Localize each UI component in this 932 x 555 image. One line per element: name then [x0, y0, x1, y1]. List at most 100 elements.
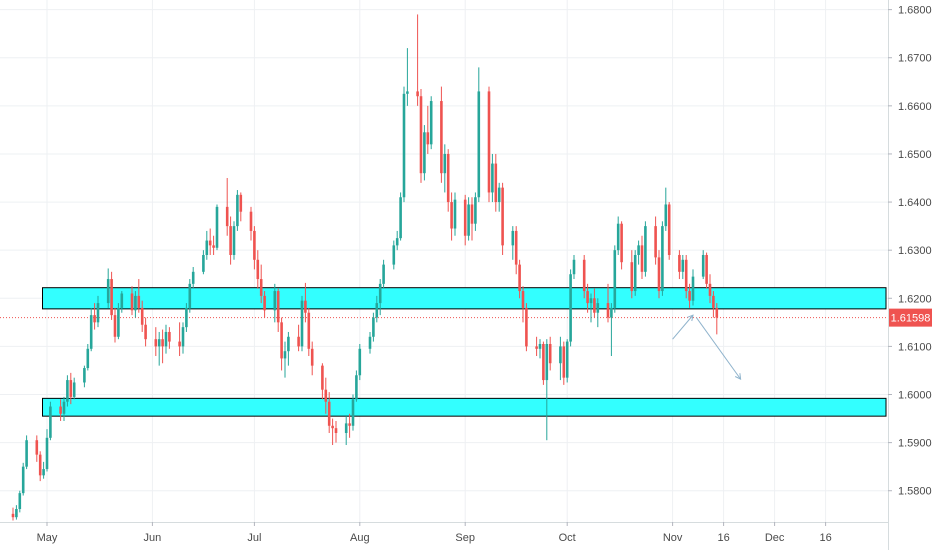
candle-body: [236, 194, 239, 227]
candle-body: [331, 425, 334, 429]
candle-body: [640, 245, 644, 272]
candle-body: [215, 206, 219, 248]
candle-down: [327, 392, 331, 433]
candle-up: [681, 254, 685, 280]
candle-body: [137, 295, 141, 308]
candle-body: [494, 163, 498, 203]
candle-up: [96, 295, 100, 328]
candle-body: [327, 401, 331, 426]
candle-down: [678, 250, 681, 280]
candle-down: [280, 317, 283, 371]
candle-body: [681, 259, 685, 272]
candle-down: [331, 418, 334, 446]
candle-body: [168, 331, 171, 342]
candle-body: [45, 437, 49, 470]
candle-body: [307, 312, 311, 349]
candle-body: [545, 343, 549, 381]
price-tick-label: 1.61000: [898, 341, 932, 353]
candle-down: [93, 303, 96, 330]
candle-body: [426, 132, 430, 145]
price-axis[interactable]: 1.68000 1.67000 1.66000 1.65000 1.64000 1.630…: [888, 5, 932, 498]
candle-body: [351, 399, 355, 426]
candle-body: [178, 341, 181, 347]
projection-arrows: [672, 314, 742, 380]
candle-body: [644, 226, 647, 272]
candle-body: [705, 254, 708, 284]
price-tick-label: 1.58000: [898, 486, 932, 498]
candle-down: [59, 399, 62, 421]
candle-body: [372, 317, 375, 337]
candle-up: [565, 339, 569, 383]
candle-body: [664, 204, 668, 227]
candle-down: [426, 105, 430, 154]
candle-body: [304, 300, 307, 313]
candle-down: [514, 226, 518, 275]
candle-body: [273, 291, 277, 311]
candle-body: [572, 259, 576, 275]
candle-down: [416, 14, 419, 106]
candle-up: [701, 250, 705, 280]
candle-body: [688, 291, 691, 301]
price-tick-label: 1.66000: [898, 101, 932, 113]
candle-body: [378, 283, 382, 304]
candle-body: [140, 307, 144, 325]
candle-body: [21, 466, 25, 494]
candle-body: [657, 257, 661, 292]
arrow-head: [687, 314, 694, 322]
candle-down: [620, 221, 623, 270]
candle-up: [25, 435, 28, 470]
candle-body: [120, 293, 124, 308]
candle-body: [375, 303, 379, 318]
candle-body: [610, 307, 613, 318]
candle-up: [86, 343, 90, 371]
candle-down: [542, 341, 545, 385]
candle-down: [440, 86, 443, 183]
candle-body: [287, 336, 290, 352]
candle-body: [89, 315, 93, 349]
candle-body: [283, 351, 287, 359]
candle-down: [154, 327, 158, 357]
candle-body: [18, 493, 22, 510]
candle-down: [239, 192, 243, 222]
candle-up: [443, 144, 447, 193]
candle-down: [35, 435, 39, 462]
candle-body: [443, 153, 447, 174]
candle-down: [715, 303, 719, 335]
candle-up: [467, 197, 470, 241]
candle-body: [712, 295, 715, 308]
projection-down-arrow: [695, 317, 742, 380]
candle-up: [572, 254, 576, 280]
support-zone: [42, 397, 887, 417]
candle-body: [450, 202, 453, 229]
candle-body: [606, 303, 610, 318]
current-price-badge-group: 1.61598: [889, 308, 932, 327]
candle-up: [423, 125, 426, 181]
candle-body: [521, 291, 525, 308]
candle-up: [185, 303, 188, 332]
candle-body: [440, 101, 443, 174]
price-tick-label: 1.67000: [898, 53, 932, 65]
candle-body: [701, 254, 705, 277]
price-tick-label: 1.59000: [898, 438, 932, 450]
candle-up: [545, 339, 549, 441]
candle-body: [535, 346, 538, 349]
candle-down: [208, 228, 212, 255]
candle-down: [253, 226, 256, 270]
candle-body: [419, 96, 423, 174]
candle-up: [287, 331, 290, 366]
candle-body: [358, 348, 362, 376]
candles: [11, 14, 719, 521]
candle-up: [355, 370, 358, 402]
candle-body: [15, 509, 18, 518]
candle-down: [130, 286, 134, 316]
candle-down: [140, 300, 144, 332]
candle-down: [263, 291, 266, 318]
time-axis[interactable]: May Jun Jul Aug Sep Oct Nov 16 Dec 16: [37, 522, 832, 544]
price-tick-label: 1.65000: [898, 149, 932, 161]
candle-down: [168, 327, 171, 349]
candle-down: [229, 216, 232, 265]
candle-up: [589, 293, 593, 323]
candle-body: [501, 187, 504, 246]
